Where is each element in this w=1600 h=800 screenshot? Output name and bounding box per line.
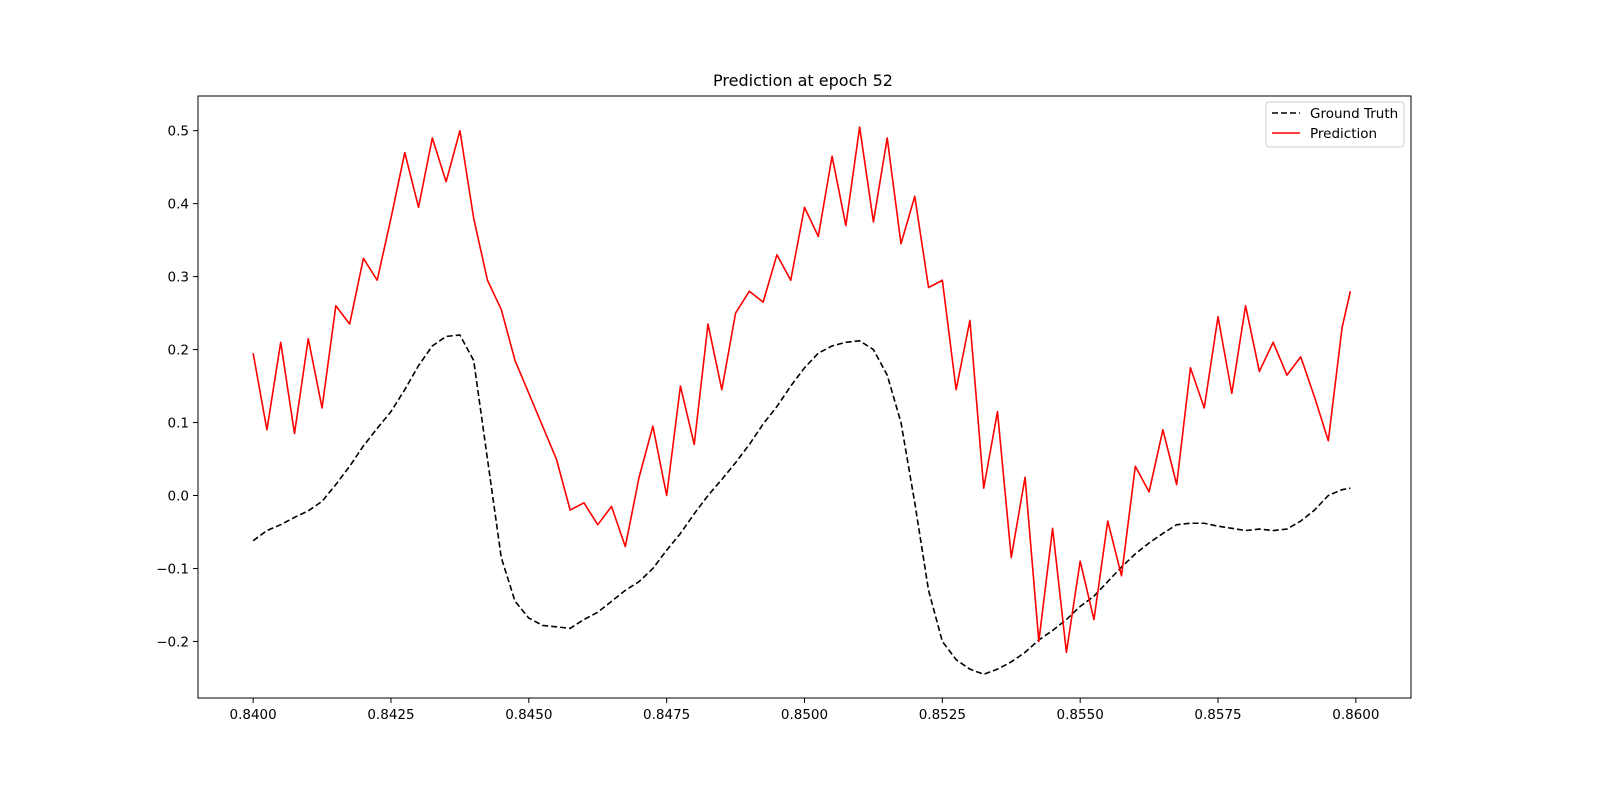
series-line-prediction bbox=[252, 126, 1352, 654]
y-tick-label: 0.5 bbox=[168, 124, 189, 140]
legend-label-prediction: Prediction bbox=[1310, 126, 1377, 142]
x-tick-label: 0.8475 bbox=[643, 707, 690, 723]
y-axis: −0.2 −0.1 0.0 0.1 0.2 0.3 0.4 0.5 bbox=[156, 124, 198, 650]
x-axis: 0.8400 0.8425 0.8450 0.8475 0.8500 0.8525 0.85… bbox=[230, 698, 1379, 723]
x-tick-label: 0.8450 bbox=[505, 707, 552, 723]
legend-label-ground-truth: Ground Truth bbox=[1310, 106, 1398, 122]
x-tick-label: 0.8425 bbox=[367, 707, 414, 723]
y-tick-label: −0.1 bbox=[156, 561, 189, 577]
x-tick-label: 0.8600 bbox=[1332, 707, 1379, 723]
legend: Ground Truth Prediction bbox=[1265, 101, 1405, 148]
x-tick-label: 0.8500 bbox=[781, 707, 828, 723]
y-tick-label: 0.4 bbox=[168, 197, 189, 213]
y-tick-label: 0.1 bbox=[168, 416, 189, 432]
x-tick-label: 0.8525 bbox=[919, 707, 966, 723]
y-tick-label: 0.0 bbox=[168, 489, 189, 505]
x-tick-label: 0.8550 bbox=[1057, 707, 1104, 723]
y-tick-label: 0.3 bbox=[168, 270, 189, 286]
x-tick-label: 0.8575 bbox=[1194, 707, 1241, 723]
plot-area bbox=[252, 126, 1352, 676]
series-line-ground-truth bbox=[252, 334, 1351, 676]
x-tick-label: 0.8400 bbox=[230, 707, 277, 723]
legend-box bbox=[1265, 101, 1405, 148]
y-tick-label: −0.2 bbox=[156, 634, 189, 650]
chart-title: Prediction at epoch 52 bbox=[713, 71, 893, 90]
y-tick-label: 0.2 bbox=[168, 343, 189, 359]
